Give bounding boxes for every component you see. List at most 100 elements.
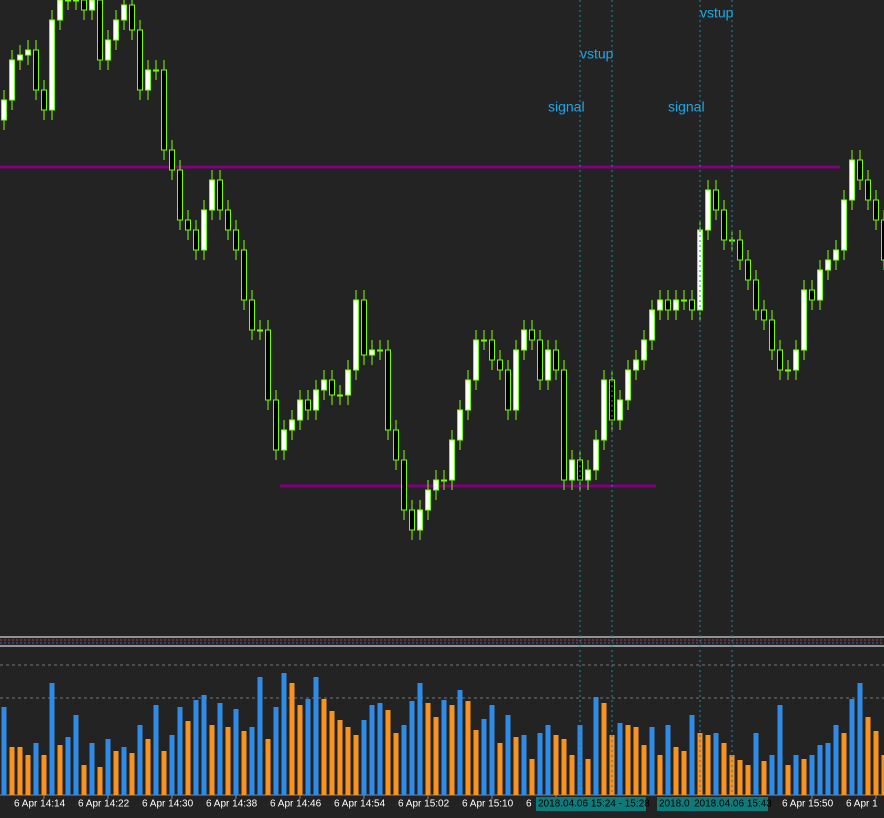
volume-bar <box>745 765 751 795</box>
x-tick-label: 6 Apr 14:14 <box>14 799 66 810</box>
candle-body <box>193 229 199 251</box>
candle-body <box>153 69 159 72</box>
volume-bar <box>761 761 767 795</box>
candle-body <box>289 419 295 431</box>
candle-body <box>257 329 263 332</box>
volume-bar <box>425 703 431 795</box>
candle-body <box>881 219 884 261</box>
axis-highlight-label: 2018.04.06 15:24 - 15:28 <box>538 799 650 810</box>
volume-bar <box>73 715 79 795</box>
candle-body <box>465 379 471 411</box>
volume-bar <box>753 733 759 795</box>
axis-highlight <box>692 797 768 811</box>
marker-label: vstup <box>700 5 734 21</box>
candle-body <box>129 4 135 31</box>
candle-body <box>225 209 231 231</box>
volume-bar <box>649 727 655 795</box>
volume-bar <box>465 701 471 795</box>
x-tick-label: 6 Apr 14:38 <box>206 799 258 810</box>
candle-body <box>585 469 591 481</box>
candle-body <box>753 279 759 311</box>
candle-body <box>793 349 799 371</box>
x-tick-label: 6 Apr 15:02 <box>398 799 450 810</box>
volume-bar <box>97 767 103 795</box>
candle-body <box>473 339 479 381</box>
volume-panel <box>0 664 884 795</box>
candle-body <box>449 439 455 481</box>
candle-body <box>145 69 151 91</box>
volume-bar <box>785 765 791 795</box>
candle-body <box>425 489 431 511</box>
candle-body <box>337 394 343 397</box>
volume-bar <box>273 707 279 795</box>
volume-bar <box>321 699 327 795</box>
volume-bar <box>105 739 111 795</box>
volume-bar <box>497 743 503 795</box>
candle-body <box>305 399 311 411</box>
x-tick-label: 6 Apr 15:50 <box>782 799 834 810</box>
candle-body <box>353 299 359 371</box>
volume-bar <box>313 677 319 795</box>
volume-bar <box>25 755 31 795</box>
volume-bar <box>249 727 255 795</box>
x-tick-label: 6 Apr 14:46 <box>270 799 322 810</box>
time-axis: 6 Apr 14:14 6 Apr 14:22 6 Apr 14:30 6 Apr 1… <box>14 795 878 811</box>
candle-body <box>529 329 535 341</box>
candle-body <box>209 179 215 211</box>
volume-bar <box>673 747 679 795</box>
volume-bar <box>793 755 799 795</box>
volume-bar <box>337 720 343 795</box>
volume-bar <box>441 700 447 795</box>
candle-body <box>313 389 319 411</box>
candle-body <box>873 199 879 221</box>
volume-bar <box>801 759 807 795</box>
volume-bar <box>401 725 407 795</box>
volume-bar <box>513 737 519 795</box>
candle-body <box>457 409 463 441</box>
candle-body <box>97 0 103 61</box>
volume-bar <box>17 747 23 795</box>
candle-body <box>833 249 839 261</box>
candle-body <box>561 369 567 481</box>
candle-body <box>745 259 751 281</box>
candle-body <box>641 339 647 361</box>
candle-body <box>25 49 31 56</box>
candle-body <box>113 19 119 41</box>
candle-body <box>49 19 55 111</box>
candle-body <box>649 309 655 341</box>
volume-bar <box>881 755 884 795</box>
volume-bar <box>817 745 823 795</box>
candle-body <box>665 299 671 311</box>
volume-bar <box>257 677 263 795</box>
marker-label: signal <box>668 99 705 115</box>
volume-bar <box>305 699 311 795</box>
candle-body <box>673 299 679 311</box>
volume-bar <box>457 690 463 795</box>
volume-bar <box>241 731 247 795</box>
candle-body <box>441 479 447 482</box>
volume-bar <box>769 755 775 795</box>
volume-bar <box>345 727 351 795</box>
candle-body <box>217 179 223 211</box>
volume-bar <box>713 733 719 795</box>
candle-body <box>537 339 543 381</box>
candle-body <box>417 509 423 531</box>
candle-body <box>801 289 807 351</box>
volume-bar <box>537 733 543 795</box>
candle-body <box>369 349 375 356</box>
candle-body <box>553 349 559 371</box>
volume-bar <box>705 735 711 795</box>
candle-body <box>761 309 767 321</box>
candle-body <box>265 329 271 401</box>
candle-body <box>513 349 519 411</box>
volume-bar <box>129 753 135 795</box>
candle-body <box>385 349 391 431</box>
volume-bar <box>33 743 39 795</box>
candle-body <box>1 99 7 121</box>
volume-bar <box>369 705 375 795</box>
candle-body <box>57 0 63 21</box>
candle-body <box>377 349 383 352</box>
volume-bar <box>329 711 335 795</box>
candle-body <box>161 69 167 151</box>
